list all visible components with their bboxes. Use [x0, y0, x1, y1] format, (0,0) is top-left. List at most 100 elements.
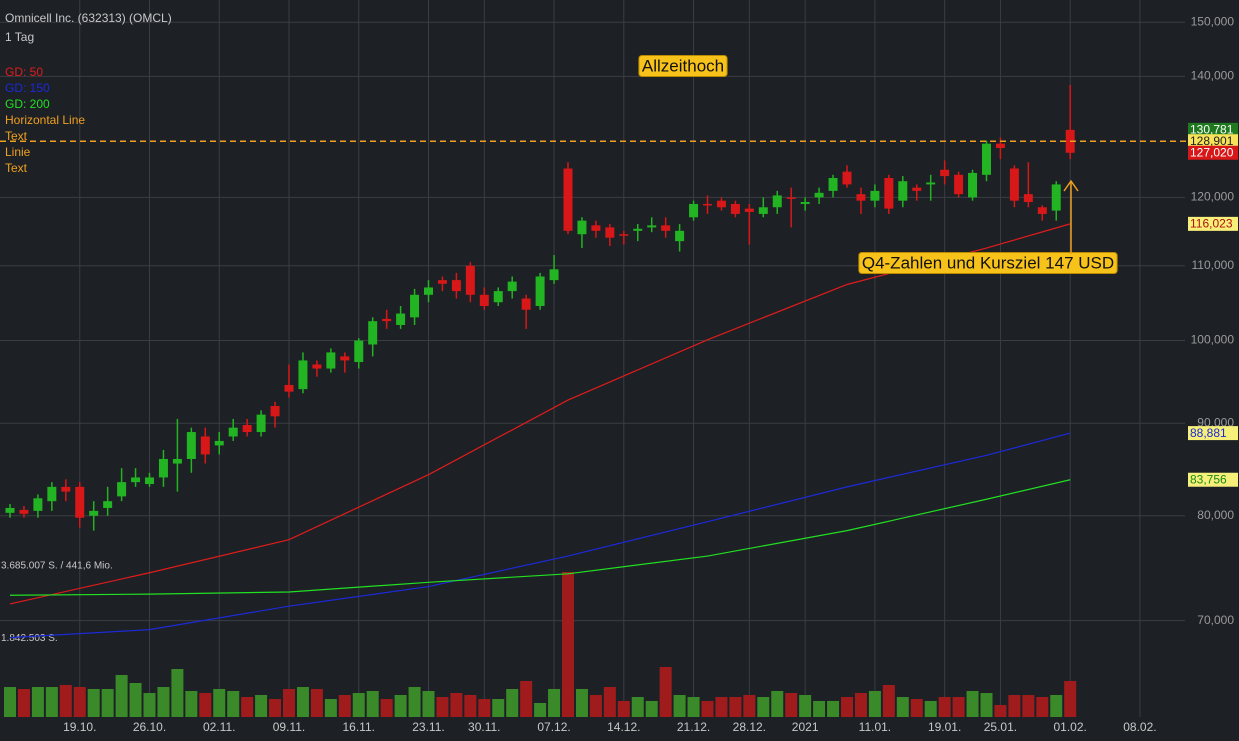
candle-body: [19, 509, 29, 514]
candle-body: [131, 477, 141, 483]
candle-body: [437, 280, 447, 284]
candle-body: [661, 225, 671, 231]
volume-bar: [324, 699, 337, 717]
volume-bar: [617, 700, 630, 717]
legend-entry: Horizontal Line: [5, 113, 85, 127]
legend-entry: GD: 50: [5, 65, 43, 79]
volume-bar: [283, 688, 295, 717]
volume-bar: [645, 700, 658, 717]
volume-bar: [255, 695, 268, 717]
price-label-box: [1188, 472, 1238, 487]
volume-bar: [534, 702, 547, 717]
x-tick-label: 16.11.: [343, 720, 375, 734]
candle-body: [270, 406, 280, 417]
volume-bar: [729, 697, 742, 717]
candle-body: [689, 203, 699, 218]
candle-body: [103, 501, 113, 508]
volume-bar: [799, 695, 812, 717]
y-tick-label: 120,000: [1191, 190, 1235, 204]
x-tick-label: 21.12.: [677, 720, 710, 734]
volume-bar: [394, 695, 407, 717]
candle-body: [256, 414, 266, 433]
price-label-box: [1188, 145, 1238, 160]
volume-bar: [366, 690, 379, 717]
candle-body: [284, 384, 294, 392]
volume-bar: [520, 680, 533, 717]
candle-body: [89, 510, 99, 516]
legend-entry: Linie: [5, 145, 31, 159]
candle-body: [842, 171, 852, 185]
ma-line: [9, 432, 1071, 639]
volume-bar: [631, 697, 644, 717]
candle-body: [145, 477, 154, 485]
candle-body: [451, 280, 461, 292]
volume-bar: [1050, 695, 1063, 717]
volume-bar: [603, 687, 616, 717]
price-label: 116,023: [1190, 217, 1233, 231]
candle-body: [619, 234, 629, 236]
candle-body: [493, 291, 503, 303]
candle-body: [703, 203, 712, 206]
candle-body: [117, 482, 127, 497]
candle-body: [242, 425, 252, 433]
volume-bar: [115, 675, 128, 717]
volume-bar: [701, 700, 714, 717]
x-tick-label: 26.10.: [133, 720, 166, 734]
volume-bar: [450, 692, 463, 717]
volume-bar: [841, 697, 853, 717]
price-label-box: [1188, 216, 1238, 231]
volume-bar: [101, 688, 114, 717]
ma-line: [9, 479, 1071, 596]
volume-bar: [1064, 680, 1077, 717]
annotation: Allzeithoch: [642, 56, 724, 75]
price-label: 128,901: [1190, 134, 1234, 148]
volume-bar: [4, 687, 16, 717]
volume-bar: [129, 683, 142, 717]
price-label-box: [1188, 426, 1238, 441]
candle-body: [424, 287, 433, 295]
volume-bar: [575, 688, 588, 717]
volume-bar: [827, 700, 840, 717]
candle-body: [158, 458, 168, 478]
candle-body: [507, 281, 517, 292]
y-tick-label: 110,000: [1192, 258, 1235, 272]
annotation: Q4-Zahlen und Kursziel 147 USD: [862, 253, 1114, 272]
volume-bar: [938, 697, 951, 717]
candle-body: [856, 194, 866, 201]
volume-bar: [45, 687, 58, 717]
volume-bar: [687, 697, 700, 717]
candle-body: [214, 440, 224, 446]
volume-bar: [171, 668, 184, 717]
candle-body: [396, 313, 406, 326]
volume-bar: [157, 687, 170, 717]
x-tick-label: 08.02.: [1123, 720, 1156, 734]
y-tick-label: 150,000: [1191, 14, 1235, 28]
x-tick-label: 25.01.: [984, 720, 1017, 734]
volume-bar: [924, 700, 937, 717]
volume-bar: [213, 688, 226, 717]
volume-pane: 3.685.007 S. / 441,6 Mio. 1.842.503 S.: [1, 561, 1077, 717]
x-tick-label: 14.12.: [607, 720, 640, 734]
candle-body: [1037, 207, 1047, 214]
candle-body: [549, 269, 559, 281]
candle-body: [47, 486, 57, 502]
volume-bar: [589, 695, 602, 717]
x-tick-label: 28.12.: [733, 720, 766, 734]
candle-body: [786, 197, 796, 199]
volume-bar: [310, 688, 323, 717]
volume-bar: [380, 699, 393, 717]
candle-body: [228, 427, 238, 437]
volume-bar: [338, 695, 351, 717]
volume-bar: [269, 699, 282, 717]
volume-bar: [1008, 695, 1021, 717]
candle-body: [298, 360, 308, 390]
candle-body: [995, 143, 1005, 148]
price-label: 127,020: [1190, 145, 1234, 159]
candle-body: [535, 276, 545, 306]
x-tick-label: 30.11.: [468, 720, 500, 734]
volume-bar: [17, 688, 30, 717]
candle-body: [954, 174, 964, 195]
volume-bar: [659, 666, 672, 717]
volume-bar: [882, 685, 895, 717]
